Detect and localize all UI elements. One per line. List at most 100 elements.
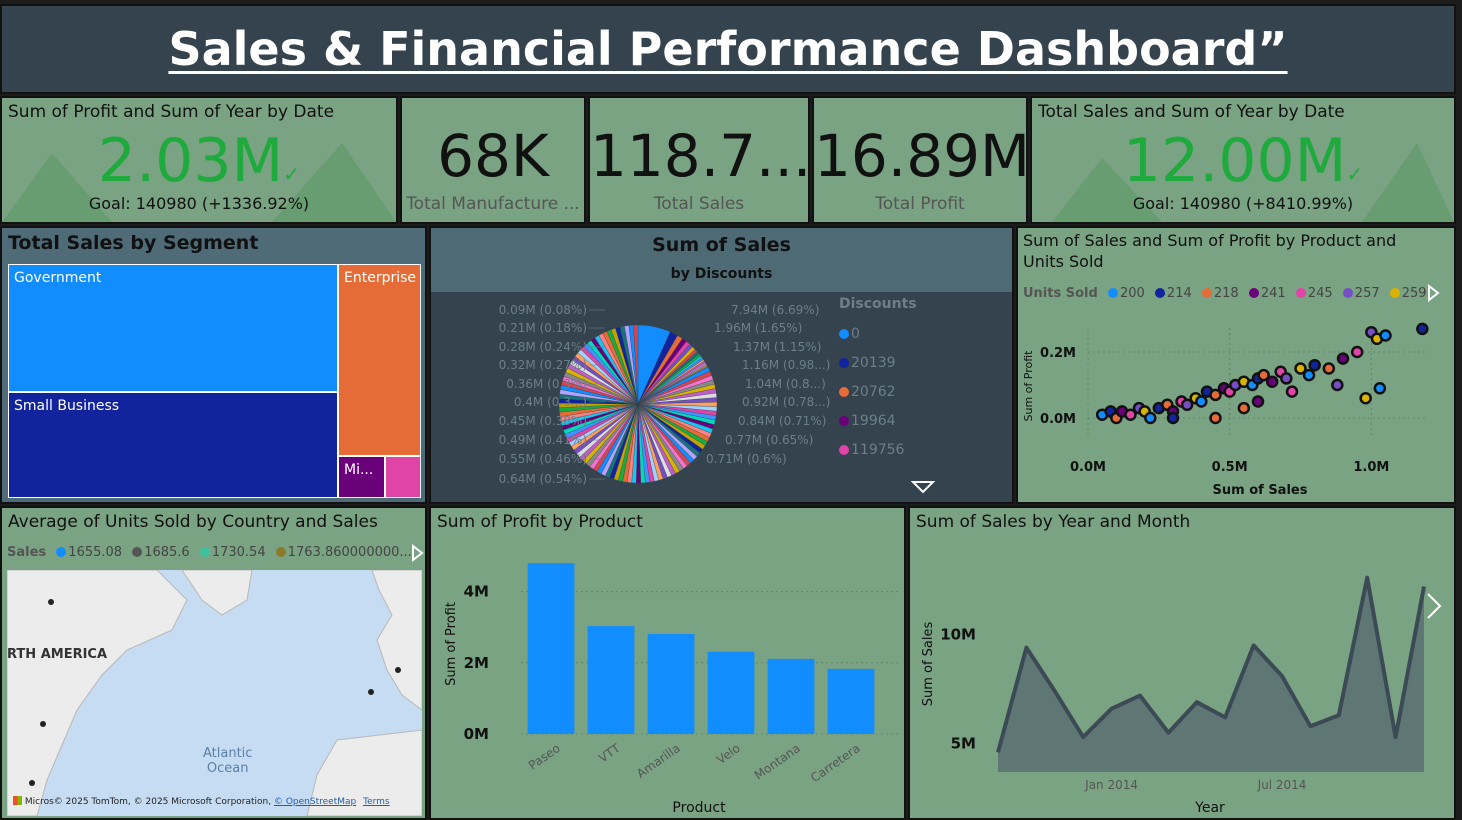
scatter-point[interactable]: [1209, 388, 1222, 402]
kpi-manufacture-card[interactable]: 68K Total Manufacture ...: [400, 96, 586, 224]
pie-legend: 0 20139 20762 19964 119756: [837, 320, 904, 465]
pie-slice[interactable]: [633, 324, 639, 405]
kpi-sales-card[interactable]: 118.7... Total Sales: [588, 96, 812, 224]
scatter-point[interactable]: [1144, 411, 1157, 425]
kpi-profit-label: Total Profit: [875, 194, 965, 214]
y-tick-label: 10M: [940, 625, 976, 643]
pie-card[interactable]: Sum of Sales by Discounts 0.09M (0.08%) 0…: [429, 226, 1014, 504]
map-ocean-label: Atlantic Ocean: [203, 746, 253, 776]
scatter-point[interactable]: [1322, 362, 1336, 375]
treemap-segment-other[interactable]: [385, 456, 421, 498]
area-chart-card[interactable]: Sum of Sales by Year and Month 5M 10M Jan …: [908, 506, 1456, 820]
scatter-point[interactable]: [1379, 329, 1392, 342]
scatter-point[interactable]: [1350, 345, 1364, 359]
map-legend: Sales 1655.08 1685.6 1730.54 1763.860000…: [7, 545, 412, 560]
scatter-point[interactable]: [1166, 411, 1180, 425]
treemap-segment-small-business[interactable]: Small Business: [8, 392, 338, 498]
pie-legend-item[interactable]: 20139: [837, 349, 904, 378]
scatter-point[interactable]: [1302, 368, 1316, 382]
scatter-legend: Units Sold 200 214 218 241 245 257 259: [1023, 286, 1427, 301]
pie-data-label: 0.84M (0.71%): [738, 414, 826, 428]
osm-link[interactable]: © OpenStreetMap: [273, 797, 357, 807]
bar[interactable]: [767, 658, 815, 734]
map-point[interactable]: [29, 780, 35, 786]
x-axis-label: Sum of Sales: [1213, 483, 1308, 498]
scatter-plot[interactable]: 0.2M 0.0M 0.0M 0.5M 1.0M Sum of Sales Sum of P…: [1018, 308, 1454, 502]
pie-legend-item[interactable]: 119756: [837, 436, 904, 465]
kpi-manufacture-label: Total Manufacture ...: [406, 194, 580, 214]
bar[interactable]: [587, 626, 635, 734]
pie-data-label: 7.94M (6.69%): [731, 303, 819, 317]
pie-header: Sum of Sales by Discounts: [431, 228, 1012, 292]
kpi-sales-label: Total Sales: [653, 194, 745, 214]
bar-chart[interactable]: 0M 2M 4M Paseo VTT Amarilla Velo Montana Carrete…: [431, 534, 904, 818]
legend-dot-icon: [1154, 288, 1165, 298]
bar-chart-card[interactable]: Sum of Profit by Product 0M 2M 4M Paseo VTT A…: [429, 506, 906, 820]
map-card[interactable]: Average of Units Sold by Country and Sal…: [0, 506, 427, 820]
kpi-sales-goal-value: 12.00M✓: [1122, 126, 1364, 196]
area-line[interactable]: [996, 575, 1426, 753]
scatter-point[interactable]: [1416, 322, 1429, 336]
map-point[interactable]: [48, 599, 54, 605]
kpi-profit-card[interactable]: 16.89M Total Profit: [812, 96, 1031, 224]
scatter-point[interactable]: [1373, 382, 1387, 395]
pie-data-label: 1.16M (0.98...): [742, 358, 830, 372]
scatter-point[interactable]: [1285, 385, 1299, 398]
chevron-right-icon[interactable]: [410, 544, 424, 562]
treemap-segment-enterprise[interactable]: Enterprise: [338, 264, 421, 456]
treemap-card[interactable]: Total Sales by Segment Government Small …: [0, 226, 427, 504]
pie-chart[interactable]: 0.09M (0.08%) 0.21M (0.18%) 0.28M (0.24%) 0…: [431, 292, 1012, 502]
legend-dot-icon: [1295, 288, 1306, 298]
legend-dot-icon: [839, 416, 849, 426]
scatter-point[interactable]: [1280, 372, 1293, 385]
scatter-point[interactable]: [1308, 358, 1321, 372]
scatter-point[interactable]: [1124, 408, 1137, 421]
map-point[interactable]: [40, 721, 46, 727]
pie-data-label: 0.55M (0.46%): [499, 452, 587, 466]
pie-legend-item[interactable]: 0: [837, 320, 904, 349]
scatter-point[interactable]: [1331, 378, 1344, 392]
scatter-point[interactable]: [1294, 362, 1307, 375]
area-chart[interactable]: 5M 10M Jan 2014 Jul 2014 Sum of Sales Year: [910, 534, 1454, 818]
scatter-point[interactable]: [1195, 395, 1208, 408]
scatter-card[interactable]: Sum of Sales and Sum of Profit by Produc…: [1016, 226, 1456, 504]
legend-dot-icon: [839, 329, 849, 339]
bar[interactable]: [527, 563, 575, 734]
scatter-point[interactable]: [1180, 398, 1194, 412]
bar[interactable]: [707, 651, 755, 734]
pie-data-label: 0.77M (0.65%): [725, 433, 813, 447]
scatter-point[interactable]: [1359, 391, 1372, 405]
chevron-down-icon[interactable]: [911, 480, 935, 494]
kpi-profit-goal-goal: Goal: 140980 (+1336.92%): [88, 194, 310, 213]
pie-data-label: 0.71M (0.6%): [706, 452, 787, 466]
scatter-point[interactable]: [1265, 375, 1279, 388]
terms-link[interactable]: Terms: [363, 797, 390, 807]
treemap-segment-government[interactable]: Government: [8, 264, 338, 392]
legend-dot-icon: [1248, 288, 1259, 298]
pie-data-label: 0.92M (0.78...): [742, 395, 830, 409]
scatter-point[interactable]: [1257, 368, 1270, 382]
legend-dot-icon: [275, 547, 286, 557]
pie-legend-item[interactable]: 19964: [837, 407, 904, 436]
chevron-right-icon[interactable]: [1426, 284, 1440, 302]
pie-legend-item[interactable]: 20762: [837, 378, 904, 407]
map-point[interactable]: [395, 667, 401, 673]
kpi-profit-goal-card[interactable]: Sum of Profit and Sum of Year by Date 2.…: [0, 96, 398, 224]
bar[interactable]: [827, 668, 875, 734]
kpi-sales-goal-card[interactable]: Total Sales and Sum of Year by Date 12.0…: [1030, 96, 1456, 224]
kpi-profit-value: 16.89M: [814, 122, 1031, 190]
kpi-sales-value: 118.7...: [590, 122, 812, 190]
x-tick-label: Paseo: [526, 741, 563, 773]
scatter-point[interactable]: [1251, 395, 1265, 408]
treemap-segment-midmarket[interactable]: Mi...: [338, 456, 385, 498]
map-point[interactable]: [368, 689, 374, 695]
x-tick-label: Montana: [752, 741, 803, 782]
bar[interactable]: [647, 633, 695, 734]
pie-data-label: 1.04M (0.8...): [745, 377, 826, 391]
scatter-point[interactable]: [1237, 401, 1251, 415]
scatter-point[interactable]: [1336, 352, 1350, 365]
scatter-point[interactable]: [1209, 411, 1222, 425]
map-canvas[interactable]: RTH AMERICA Atlantic Ocean Micros© 2025 …: [7, 570, 422, 816]
x-tick-label: Jan 2014: [1084, 778, 1138, 792]
map-land: [7, 570, 422, 816]
